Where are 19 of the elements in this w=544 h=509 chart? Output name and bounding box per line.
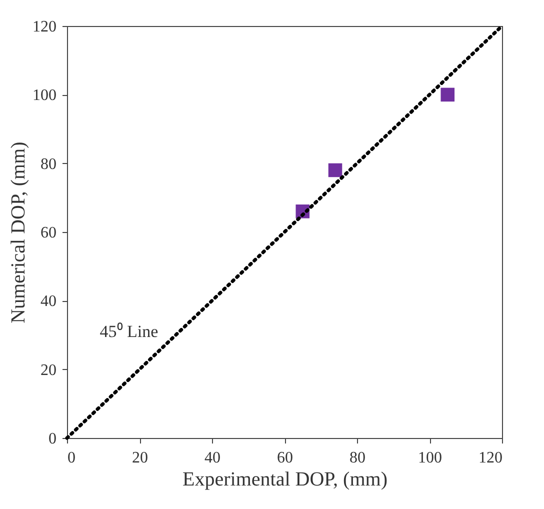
- x-tick-label: 20: [132, 450, 148, 466]
- y-tick-label: 80: [40, 156, 56, 173]
- x-tick-label: 40: [204, 450, 220, 466]
- y-tick-label: 100: [32, 87, 56, 104]
- x-tick-label: 0: [68, 450, 76, 466]
- y-tick-label: 60: [40, 224, 56, 242]
- y-tick-label: 120: [32, 18, 56, 36]
- y-tick-label: 20: [40, 362, 56, 379]
- x-axis-title: Experimental DOP, (mm): [182, 468, 388, 490]
- y-axis-title: Numerical DOP, (mm): [8, 142, 30, 324]
- point: [328, 163, 342, 178]
- x-tick-label: 120: [478, 450, 502, 466]
- y-tick-label: 0: [48, 430, 56, 448]
- point: [440, 88, 455, 102]
- annotation: 45⁰ Line: [100, 322, 158, 341]
- x-tick-label: 100: [418, 450, 442, 466]
- x-tick-label: 80: [350, 450, 366, 466]
- x-tick-label: 60: [277, 450, 293, 466]
- y-tick-label: 40: [40, 293, 56, 310]
